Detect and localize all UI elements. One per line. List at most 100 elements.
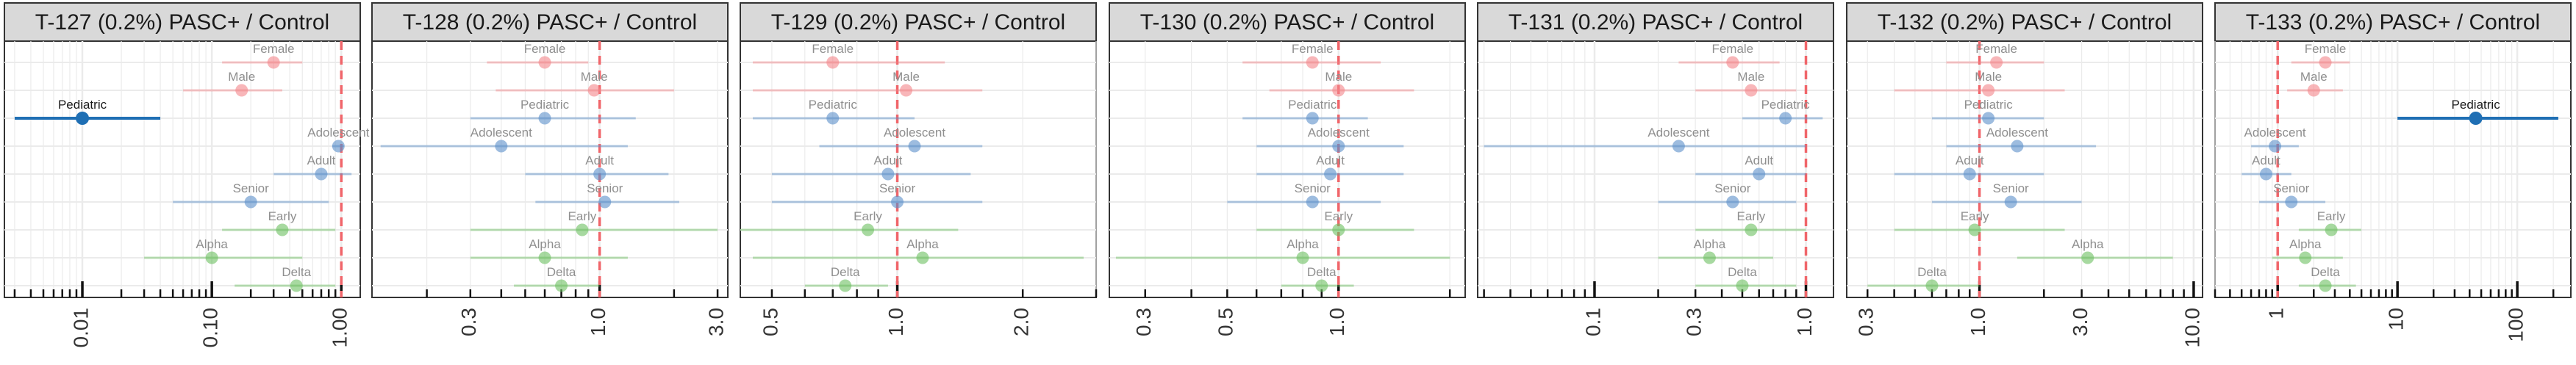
tick-label: 1 <box>2265 308 2288 319</box>
row-label: Senior <box>1295 181 1331 195</box>
facet-title: T-132 (0.2%) PASC+ / Control <box>1878 10 2172 35</box>
data-point <box>1332 223 1345 236</box>
data-point <box>916 251 929 264</box>
tick-label: 1.0 <box>1967 308 1989 336</box>
data-point <box>2319 56 2332 69</box>
data-point <box>2259 167 2272 181</box>
row-label: Female <box>1292 42 1334 56</box>
data-point <box>587 84 601 97</box>
data-point <box>235 84 248 97</box>
data-point <box>2011 140 2024 153</box>
row-label: Adolescent <box>471 126 532 140</box>
data-point <box>290 279 303 292</box>
tick-label: 0.3 <box>1855 308 1878 336</box>
facet-panel: T-128 (0.2%) PASC+ / Control Female Male Pe… <box>371 2 729 336</box>
facet-panel: T-132 (0.2%) PASC+ / Control Female Male Pe… <box>1846 2 2203 348</box>
data-point <box>267 56 280 69</box>
tick-label: 10 <box>2385 308 2408 330</box>
row-label: Senior <box>233 181 269 195</box>
data-point <box>2081 251 2094 264</box>
data-point <box>1990 56 2003 69</box>
tick-label: 0.3 <box>457 308 480 336</box>
row-label: Male <box>1737 70 1764 84</box>
facet-title: T-128 (0.2%) PASC+ / Control <box>403 10 697 35</box>
data-point <box>1745 223 1758 236</box>
facet-title: T-127 (0.2%) PASC+ / Control <box>35 10 329 35</box>
data-point <box>205 251 218 264</box>
facet-title: T-131 (0.2%) PASC+ / Control <box>1509 10 1803 35</box>
data-point <box>2319 279 2332 292</box>
row-label: Male <box>892 70 920 84</box>
plot-area <box>1109 40 1466 298</box>
row-label: Delta <box>1728 265 1757 279</box>
data-point <box>598 195 612 209</box>
row-label: Adolescent <box>1308 126 1370 140</box>
row-label: Adolescent <box>1986 126 2048 140</box>
data-point <box>1925 279 1939 292</box>
data-point <box>276 223 289 236</box>
tick-label: 1.0 <box>884 308 907 336</box>
data-point <box>576 223 589 236</box>
row-label: Alpha <box>1287 237 1319 251</box>
row-label: Adult <box>1745 153 1773 167</box>
tick-label: 0.5 <box>759 308 781 336</box>
data-point <box>1753 167 1766 181</box>
row-label: Alpha <box>529 237 561 251</box>
data-point <box>495 140 508 153</box>
row-label: Male <box>1325 70 1352 84</box>
row-label: Pediatric <box>809 98 858 112</box>
row-label: Pediatric <box>1964 98 2014 112</box>
data-point <box>2325 223 2338 236</box>
data-point <box>1745 84 1758 97</box>
data-point <box>1736 279 1749 292</box>
data-point <box>891 195 904 209</box>
data-point <box>862 223 875 236</box>
tick-label: 0.1 <box>1581 308 1604 336</box>
row-label: Male <box>228 70 255 84</box>
row-label: Female <box>1711 42 1753 56</box>
row-label: Female <box>253 42 295 56</box>
data-point <box>2269 140 2282 153</box>
row-label: Adult <box>874 153 903 167</box>
facet-panel: T-133 (0.2%) PASC+ / Control Female Male Pe… <box>2214 2 2572 342</box>
data-point <box>1296 251 1309 264</box>
data-point <box>1968 223 1981 236</box>
data-point <box>244 195 257 209</box>
row-label: Female <box>1975 42 2017 56</box>
row-label: Adolescent <box>1647 126 1709 140</box>
data-point <box>1315 279 1328 292</box>
data-point <box>826 56 840 69</box>
facet-title: T-129 (0.2%) PASC+ / Control <box>771 10 1065 35</box>
data-point <box>826 112 840 125</box>
row-label: Female <box>2305 42 2347 56</box>
row-label: Adolescent <box>307 126 369 140</box>
tick-label: 1.0 <box>1325 308 1348 336</box>
facet-strip <box>1477 2 1834 42</box>
row-label: Early <box>854 209 882 223</box>
row-label: Adolescent <box>884 126 945 140</box>
row-label: Pediatric <box>1761 98 1811 112</box>
row-label: Senior <box>587 181 623 195</box>
tick-label: 10.0 <box>2180 308 2203 348</box>
facet-strip <box>4 2 361 42</box>
data-point <box>1324 167 1337 181</box>
facet-strip <box>740 2 1097 42</box>
row-label: Pediatric <box>520 98 570 112</box>
data-point <box>1982 84 1995 97</box>
row-label: Alpha <box>2072 237 2104 251</box>
tick-label: 3.0 <box>2069 308 2092 336</box>
row-label: Pediatric <box>58 98 107 112</box>
data-point <box>1703 251 1716 264</box>
tick-label: 0.3 <box>1683 308 1706 336</box>
data-point <box>2285 195 2298 209</box>
data-point <box>1779 112 1792 125</box>
row-label: Delta <box>1917 265 1947 279</box>
plot-area <box>1477 40 1834 298</box>
data-point <box>593 167 607 181</box>
plot-area <box>4 40 361 298</box>
data-point <box>1726 195 1739 209</box>
data-point <box>1332 84 1345 97</box>
row-label: Senior <box>879 181 915 195</box>
facet-panel: T-130 (0.2%) PASC+ / Control Female Male Pe… <box>1109 2 1466 336</box>
